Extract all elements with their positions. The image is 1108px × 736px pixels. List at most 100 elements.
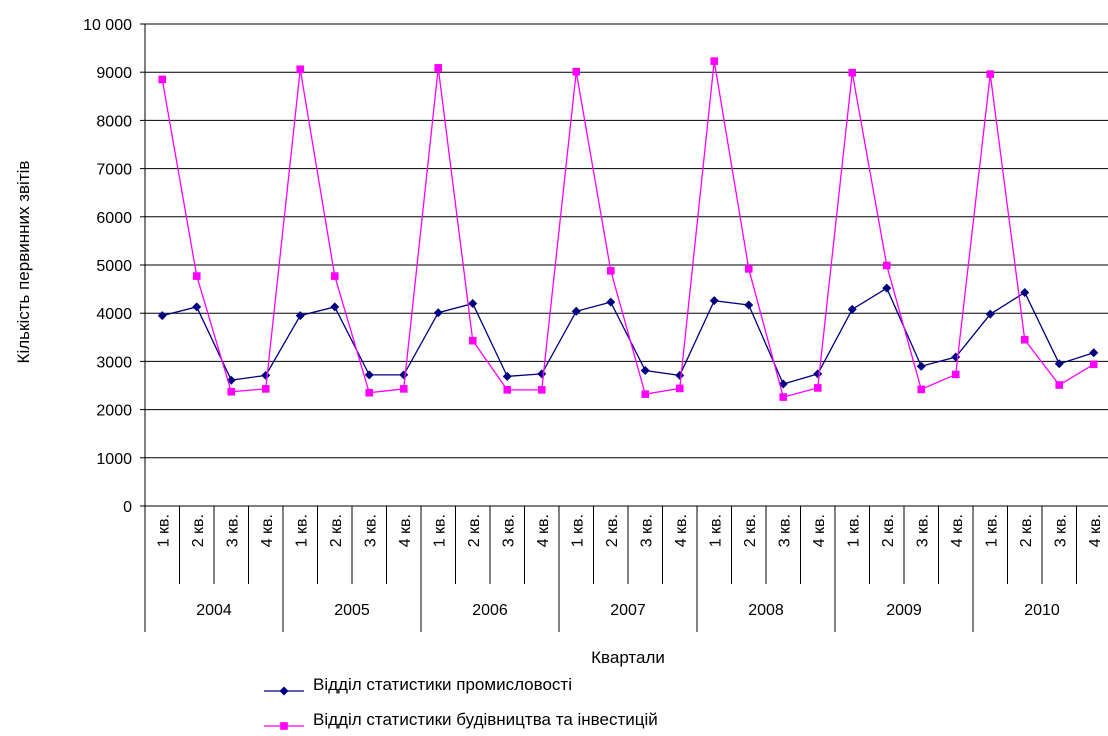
x-tick-label-quarter: 3 кв.: [776, 514, 793, 547]
data-point: [640, 366, 650, 376]
data-point: [434, 64, 443, 72]
x-tick-label-quarter: 2 кв.: [328, 514, 345, 547]
y-axis-title: Кількість первинних звітів: [14, 161, 33, 364]
x-tick-label-quarter: 3 кв.: [638, 514, 655, 547]
x-tick-label-quarter: 2 кв.: [1018, 514, 1035, 547]
data-point: [364, 370, 374, 380]
x-tick-label-quarter: 4 кв.: [811, 514, 828, 547]
x-tick-label-year-2007: 2007: [610, 602, 646, 619]
x-tick-label-quarter: 2 кв.: [742, 514, 759, 547]
data-point: [537, 386, 546, 394]
data-point: [192, 272, 201, 280]
data-point: [1020, 287, 1030, 297]
data-point: [641, 390, 650, 398]
data-point: [779, 393, 788, 401]
y-tick-label-5: 5000: [96, 258, 132, 275]
data-point: [710, 57, 719, 65]
data-point: [1089, 348, 1099, 358]
data-point: [330, 302, 340, 312]
x-tick-label-quarter: 2 кв.: [190, 514, 207, 547]
data-point: [813, 384, 822, 392]
series-line-0: [162, 287, 1094, 385]
y-tick-label-3: 3000: [96, 354, 132, 371]
y-tick-label-8: 8000: [96, 113, 132, 130]
data-point: [744, 300, 754, 310]
x-tick-label-year-2006: 2006: [472, 602, 508, 619]
legend-label: Відділ статистики будівництва та інвести…: [313, 710, 658, 729]
data-point: [261, 385, 270, 393]
data-point: [365, 388, 374, 397]
x-axis-title: Квартали: [591, 648, 665, 667]
data-point: [606, 297, 616, 307]
x-tick-label-quarter: 4 кв.: [949, 514, 966, 547]
data-point: [709, 296, 719, 306]
data-point: [882, 261, 891, 270]
y-tick-label-2: 2000: [96, 403, 132, 420]
data-point: [986, 70, 995, 78]
x-tick-label-year-2005: 2005: [334, 602, 370, 619]
data-point: [537, 369, 547, 379]
data-point: [399, 385, 408, 393]
data-point: [399, 370, 409, 380]
x-tick-label-quarter: 3 кв.: [1052, 514, 1069, 547]
data-point: [847, 304, 857, 314]
data-point: [295, 311, 305, 321]
series-1: [158, 57, 1098, 401]
x-tick-label-year-2010: 2010: [1024, 602, 1060, 619]
y-tick-label-0: 0: [123, 499, 132, 516]
data-point: [261, 370, 271, 380]
data-point: [848, 68, 857, 77]
x-tick-label-quarter: 4 кв.: [1087, 514, 1104, 547]
x-tick-label-quarter: 1 кв.: [707, 514, 724, 547]
y-tick-labels: 0 1000 2000 3000 4000 5000 6000 7000 8000 9000 10 …: [83, 17, 132, 516]
x-tick-labels: 1 кв. 2 кв. 3 кв. 4 кв. 1 кв. 2 кв. 3 кв. 4 кв.…: [155, 514, 1104, 619]
x-tick-label-quarter: 2 кв.: [466, 514, 483, 547]
x-tick-label-year-2008: 2008: [748, 602, 784, 619]
x-tick-label-quarter: 3 кв.: [500, 514, 517, 547]
x-tick-label-quarter: 3 кв.: [914, 514, 931, 547]
data-point: [1020, 335, 1029, 344]
data-point: [572, 67, 581, 76]
data-point: [157, 311, 167, 321]
x-tick-label-quarter: 1 кв.: [983, 514, 1000, 547]
y-tick-label-1: 1000: [96, 451, 132, 468]
x-tick-label-quarter: 4 кв.: [673, 514, 690, 547]
x-tick-label-quarter: 1 кв.: [155, 514, 172, 547]
legend-item-1: Відділ статистики будівництва та інвести…: [264, 710, 658, 730]
series-0: [157, 283, 1099, 389]
data-point: [1089, 360, 1098, 369]
data-point: [468, 299, 478, 309]
data-point: [951, 370, 960, 379]
data-point: [675, 370, 685, 380]
data-point: [606, 266, 615, 275]
data-point: [1055, 381, 1064, 389]
x-tick-label-quarter: 2 кв.: [604, 514, 621, 547]
x-tick-label-quarter: 4 кв.: [397, 514, 414, 547]
data-point: [571, 306, 581, 316]
data-point: [468, 336, 477, 345]
x-tick-label-quarter: 3 кв.: [224, 514, 241, 547]
y-tick-label-4: 4000: [96, 306, 132, 323]
data-point: [882, 283, 892, 293]
legend-item-0: Відділ статистики промисловості: [264, 675, 572, 696]
y-tick-label-7: 7000: [96, 162, 132, 179]
x-tick-label-quarter: 1 кв.: [569, 514, 586, 547]
legend-marker: [279, 686, 289, 696]
gridlines: [145, 23, 1108, 459]
legend: Відділ статистики промисловості Відділ ст…: [264, 675, 658, 730]
data-point: [916, 361, 926, 371]
data-point: [296, 65, 305, 74]
x-tick-label-quarter: 3 кв.: [362, 514, 379, 547]
x-tick-label-year-2004: 2004: [196, 602, 232, 619]
x-tick-label-quarter: 1 кв.: [293, 514, 310, 547]
data-point: [917, 385, 926, 394]
x-tick-label-quarter: 1 кв.: [845, 514, 862, 547]
legend-label: Відділ статистики промисловості: [313, 675, 572, 694]
x-tick-label-quarter: 1 кв.: [431, 514, 448, 547]
data-point: [503, 386, 512, 394]
axes: [140, 23, 1108, 632]
data-point: [502, 371, 512, 381]
x-tick-label-quarter: 4 кв.: [259, 514, 276, 547]
data-point: [192, 302, 202, 312]
